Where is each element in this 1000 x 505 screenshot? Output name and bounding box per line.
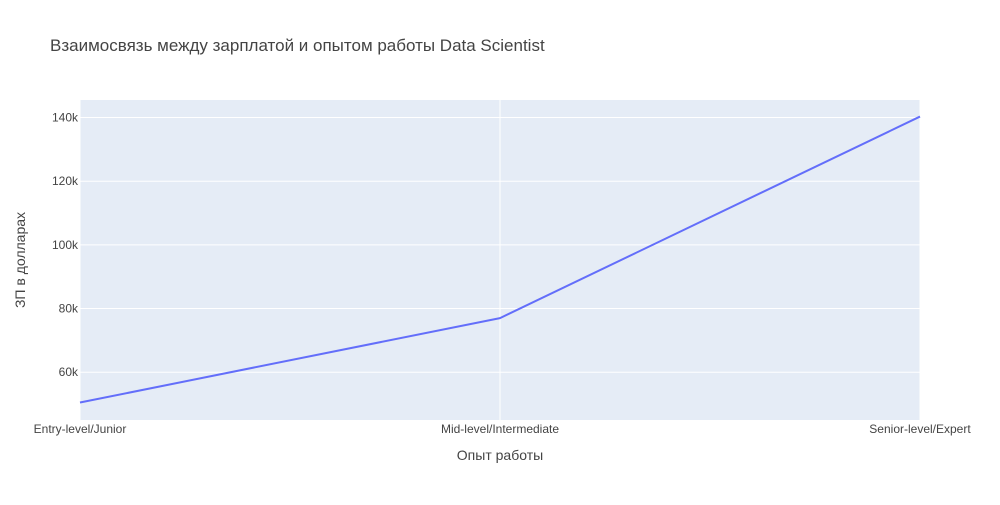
y-axis-ticks: 60k 80k 100k 120k 140k bbox=[52, 111, 79, 380]
y-tick-label: 60k bbox=[59, 365, 79, 379]
x-tick-label: Senior-level/Expert bbox=[869, 422, 971, 436]
chart-title: Взаимосвязь между зарплатой и опытом раб… bbox=[50, 36, 545, 55]
y-tick-label: 80k bbox=[59, 302, 79, 316]
x-tick-label: Mid-level/Intermediate bbox=[441, 422, 559, 436]
y-axis-title: ЗП в долларах bbox=[12, 212, 28, 308]
y-tick-label: 120k bbox=[52, 174, 79, 188]
x-axis-ticks: Entry-level/Junior Mid-level/Intermediate… bbox=[34, 422, 972, 436]
y-tick-label: 100k bbox=[52, 238, 79, 252]
y-tick-label: 140k bbox=[52, 111, 79, 125]
x-tick-label: Entry-level/Junior bbox=[34, 422, 127, 436]
x-axis-title: Опыт работы bbox=[457, 447, 543, 463]
